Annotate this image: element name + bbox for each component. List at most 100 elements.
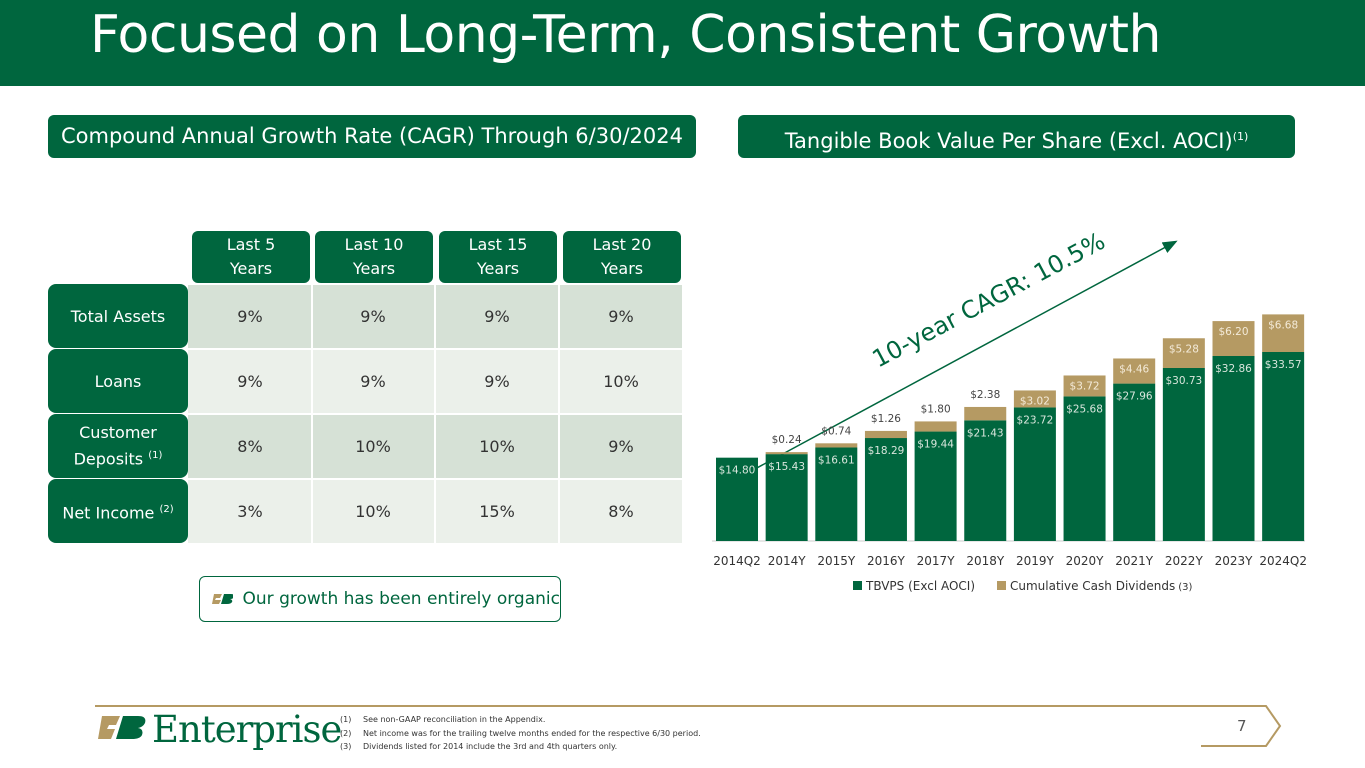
bar-dividends — [1013, 390, 1056, 408]
table-divider — [434, 285, 436, 543]
cagr-trend-arrow — [741, 240, 1178, 477]
col-header-line: Last 10 — [344, 235, 404, 254]
table-cell: 15% — [479, 502, 515, 521]
bar-tbvps — [765, 454, 808, 541]
legend-label-dividends-text: Cumulative Cash Dividends — [1010, 579, 1175, 593]
enterprise-logo-icon — [98, 716, 146, 739]
row-label-note: (1) — [148, 450, 163, 462]
bar-dividends — [1162, 338, 1205, 368]
table-cell: 3% — [237, 502, 263, 521]
footnote-text: See non-GAAP reconciliation in the Appen… — [363, 715, 546, 724]
data-label-tbvps: $15.43 — [768, 461, 805, 473]
row-label-text: Loans — [94, 371, 142, 391]
data-label-tbvps: $27.96 — [1116, 391, 1153, 403]
bar-tbvps — [1162, 367, 1205, 541]
footnote: (2) Net income was for the trailing twelv… — [340, 727, 701, 741]
table-cell: 10% — [479, 437, 515, 456]
chart-header-text: Tangible Book Value Per Share (Excl. AOC… — [784, 129, 1233, 153]
data-label-tbvps: $14.80 — [719, 465, 756, 477]
row-label-customer-deposits: Customer Deposits (1) — [48, 414, 188, 478]
bar-tbvps — [815, 447, 858, 541]
table-cell: 9% — [360, 372, 386, 391]
data-label-tbvps: $23.72 — [1017, 414, 1054, 426]
col-header-line: Years — [600, 259, 644, 278]
data-label-dividends: $1.80 — [921, 403, 951, 415]
page-number: 7 — [1237, 717, 1247, 735]
data-label-dividends: $0.24 — [772, 434, 802, 446]
row-label-text: Deposits — [73, 449, 144, 469]
x-tick-label: 2014Q2 — [713, 554, 761, 568]
bar-tbvps — [1113, 383, 1156, 541]
data-label-tbvps: $25.68 — [1066, 403, 1103, 415]
x-tick-label: 2017Y — [917, 554, 956, 568]
bar-tbvps — [864, 438, 907, 541]
chart-header-note: (1) — [1232, 130, 1249, 143]
cagr-header: Compound Annual Growth Rate (CAGR) Throu… — [48, 115, 696, 158]
table-cell: 9% — [360, 307, 386, 326]
col-header-5y: Last 5 Years — [192, 231, 310, 283]
data-label-tbvps: $30.73 — [1165, 375, 1202, 387]
bar-dividends — [1212, 321, 1255, 356]
footer-rule — [95, 705, 1225, 707]
x-tick-label: 2020Y — [1066, 554, 1105, 568]
table-cell: 9% — [484, 372, 510, 391]
organic-growth-callout: Our growth has been entirely organic — [199, 576, 561, 622]
x-tick-label: 2018Y — [966, 554, 1005, 568]
table-cell: 8% — [608, 502, 634, 521]
page-number-tab — [1201, 705, 1282, 747]
legend-swatch-dividends — [997, 581, 1006, 590]
data-label-dividends: $6.68 — [1268, 319, 1298, 331]
row-label-text: Net Income — [62, 503, 155, 523]
title-bar: Focused on Long-Term, Consistent Growth — [0, 0, 1365, 86]
x-tick-label: 2022Y — [1165, 554, 1204, 568]
data-label-dividends: $3.02 — [1020, 395, 1050, 407]
col-header-10y: Last 10 Years — [315, 231, 433, 283]
table-cell: 8% — [237, 437, 263, 456]
bar-dividends — [765, 452, 808, 455]
bar-dividends — [914, 421, 957, 432]
legend-label-tbvps: TBVPS (Excl AOCI) — [865, 579, 975, 593]
table-cell: 9% — [237, 307, 263, 326]
page-title: Focused on Long-Term, Consistent Growth — [90, 5, 1161, 65]
data-label-tbvps: $21.43 — [967, 427, 1004, 439]
col-header-line: Years — [476, 259, 520, 278]
row-label-net-income: Net Income (2) — [48, 479, 188, 543]
table-cell: 9% — [608, 307, 634, 326]
row-label-text: Customer — [79, 423, 157, 443]
footnote: (1) See non-GAAP reconciliation in the Ap… — [340, 713, 701, 727]
table-cell: 9% — [484, 307, 510, 326]
x-tick-label: 2015Y — [817, 554, 856, 568]
x-tick-label: 2023Y — [1215, 554, 1254, 568]
x-tick-label: 2014Y — [768, 554, 807, 568]
col-header-line: Last 15 — [468, 235, 528, 254]
data-label-dividends: $2.38 — [970, 389, 1000, 401]
legend-label-dividends: Cumulative Cash Dividends (3) — [1010, 579, 1192, 593]
bar-dividends — [864, 430, 907, 439]
legend-label-dividends-note: (3) — [1178, 582, 1192, 593]
table-divider — [311, 285, 313, 543]
data-label-tbvps: $33.57 — [1265, 359, 1302, 371]
bar-tbvps — [716, 457, 758, 541]
legend-swatch-tbvps — [853, 581, 862, 590]
bar-tbvps — [1063, 396, 1106, 541]
data-label-dividends: $3.72 — [1070, 380, 1100, 392]
footnote-text: Dividends listed for 2014 include the 3r… — [363, 742, 618, 751]
data-label-dividends: $0.74 — [821, 425, 851, 437]
table-cell: 9% — [237, 372, 263, 391]
bar-dividends — [1113, 358, 1156, 384]
data-label-tbvps: $16.61 — [818, 454, 855, 466]
data-label-dividends: $1.26 — [871, 413, 901, 425]
row-label-loans: Loans — [48, 349, 188, 413]
bar-tbvps — [964, 420, 1007, 541]
col-header-20y: Last 20 Years — [563, 231, 681, 283]
footnotes: (1) See non-GAAP reconciliation in the Ap… — [340, 713, 701, 754]
table-cell: 10% — [355, 502, 391, 521]
data-label-tbvps: $18.29 — [868, 445, 905, 457]
bar-dividends — [964, 406, 1007, 421]
table-cell: 9% — [608, 437, 634, 456]
footnote-text: Net income was for the trailing twelve m… — [363, 728, 701, 738]
footnote-num: (3) — [340, 742, 352, 751]
col-header-15y: Last 15 Years — [439, 231, 557, 283]
organic-growth-text: Our growth has been entirely organic — [242, 589, 560, 609]
row-label-total-assets: Total Assets — [48, 284, 188, 348]
